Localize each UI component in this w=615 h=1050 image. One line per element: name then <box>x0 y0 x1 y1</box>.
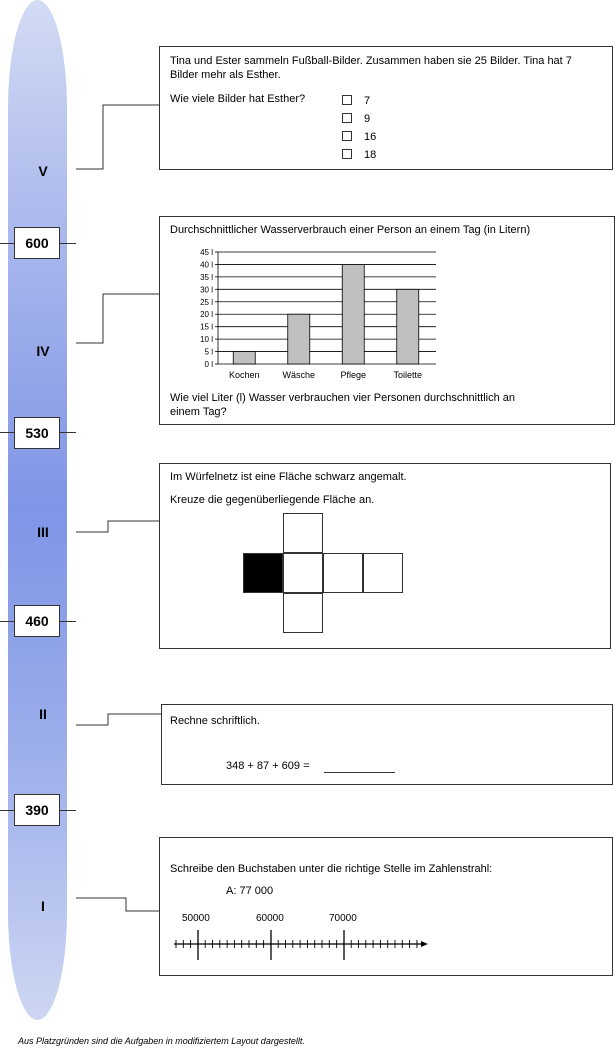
option-18[interactable]: 18 <box>342 148 376 162</box>
task-v-text: Tina und Ester sammeln Fußball-Bilder. Z… <box>170 55 572 81</box>
answer-line[interactable] <box>324 772 395 773</box>
checkbox[interactable] <box>342 131 352 141</box>
task-level-iv: Durchschnittlicher Wasserverbrauch einer… <box>159 216 615 425</box>
y-tick-label: 40 l <box>200 260 213 269</box>
y-tick-label: 10 l <box>200 335 213 344</box>
proficiency-scale <box>8 0 67 1020</box>
numberline-label-60000: 60000 <box>256 913 284 924</box>
water-usage-chart: 0 l 5 l 10 l 15 l 20 l 25 l 30 l 35 l 40 l 45 l Ko… <box>200 248 436 380</box>
checkbox[interactable] <box>342 149 352 159</box>
task-level-i: Schreibe den Buchstaben unter die richti… <box>159 837 613 976</box>
level-label-i: I <box>41 898 45 914</box>
chart-title: Durchschnittlicher Wasserverbrauch einer… <box>170 224 531 236</box>
task-v-question: Wie viele Bilder hat Esther? <box>170 93 306 105</box>
task-iii-line1: Im Würfelnetz ist eine Fläche schwarz an… <box>170 471 407 483</box>
x-tick-label: Kochen <box>229 370 260 380</box>
y-tick-label: 25 l <box>200 298 213 307</box>
y-tick-label: 30 l <box>200 285 213 294</box>
level-label-v: V <box>38 163 48 179</box>
option-9[interactable]: 9 <box>342 112 370 126</box>
score-box-530: 530 <box>14 417 60 449</box>
net-face-center[interactable] <box>283 553 323 593</box>
task-i-instruction: Schreibe den Buchstaben unter die richti… <box>170 863 493 875</box>
checkbox[interactable] <box>342 95 352 105</box>
y-tick-label: 5 l <box>205 348 214 357</box>
bar-0 <box>232 351 256 365</box>
net-face-black <box>243 553 283 593</box>
task-ii-equation: 348 + 87 + 609 = <box>226 760 310 772</box>
score-box-460: 460 <box>14 605 60 637</box>
x-tick-label: Wäsche <box>282 370 315 380</box>
task-level-ii: Rechne schriftlich. 348 + 87 + 609 = <box>161 704 613 785</box>
option-16[interactable]: 16 <box>342 130 376 144</box>
score-box-390: 390 <box>14 794 60 826</box>
level-label-iii: III <box>37 524 49 540</box>
net-face-top[interactable] <box>283 513 323 553</box>
bar-1 <box>287 313 311 365</box>
x-tick-label: Toilette <box>393 370 422 380</box>
numberline-arrow <box>421 941 428 947</box>
checkbox[interactable] <box>342 113 352 123</box>
task-iv-question: Wie viel Liter (l) Wasser verbrauchen vi… <box>170 392 516 418</box>
y-tick-label: 35 l <box>200 273 213 282</box>
net-face-right2[interactable] <box>363 553 403 593</box>
y-tick-label: 15 l <box>200 323 213 332</box>
bar-3 <box>396 288 420 365</box>
x-tick-label: Pflege <box>340 370 366 380</box>
task-i-target: A: 77 000 <box>226 885 274 897</box>
task-level-v: Tina und Ester sammeln Fußball-Bilder. Z… <box>159 46 613 170</box>
y-tick-label: 0 l <box>205 360 214 369</box>
level-label-iv: IV <box>36 343 50 359</box>
task-level-iii: Im Würfelnetz ist eine Fläche schwarz an… <box>159 463 611 649</box>
y-tick-label: 45 l <box>200 248 213 257</box>
y-tick-label: 20 l <box>200 310 213 319</box>
net-face-bottom[interactable] <box>283 593 323 633</box>
level-label-ii: II <box>39 706 47 722</box>
net-face-right1[interactable] <box>323 553 363 593</box>
task-iii-line2: Kreuze die gegenüberliegende Fläche an. <box>170 494 375 506</box>
option-7[interactable]: 7 <box>342 94 370 108</box>
footnote: Aus Platzgründen sind die Aufgaben in mo… <box>18 1036 305 1046</box>
numberline-label-70000: 70000 <box>329 913 357 924</box>
bar-2 <box>341 264 365 365</box>
numberline-label-50000: 50000 <box>182 913 210 924</box>
number-line[interactable] <box>160 924 460 964</box>
task-ii-instruction: Rechne schriftlich. <box>170 715 260 727</box>
score-box-600: 600 <box>14 227 60 259</box>
